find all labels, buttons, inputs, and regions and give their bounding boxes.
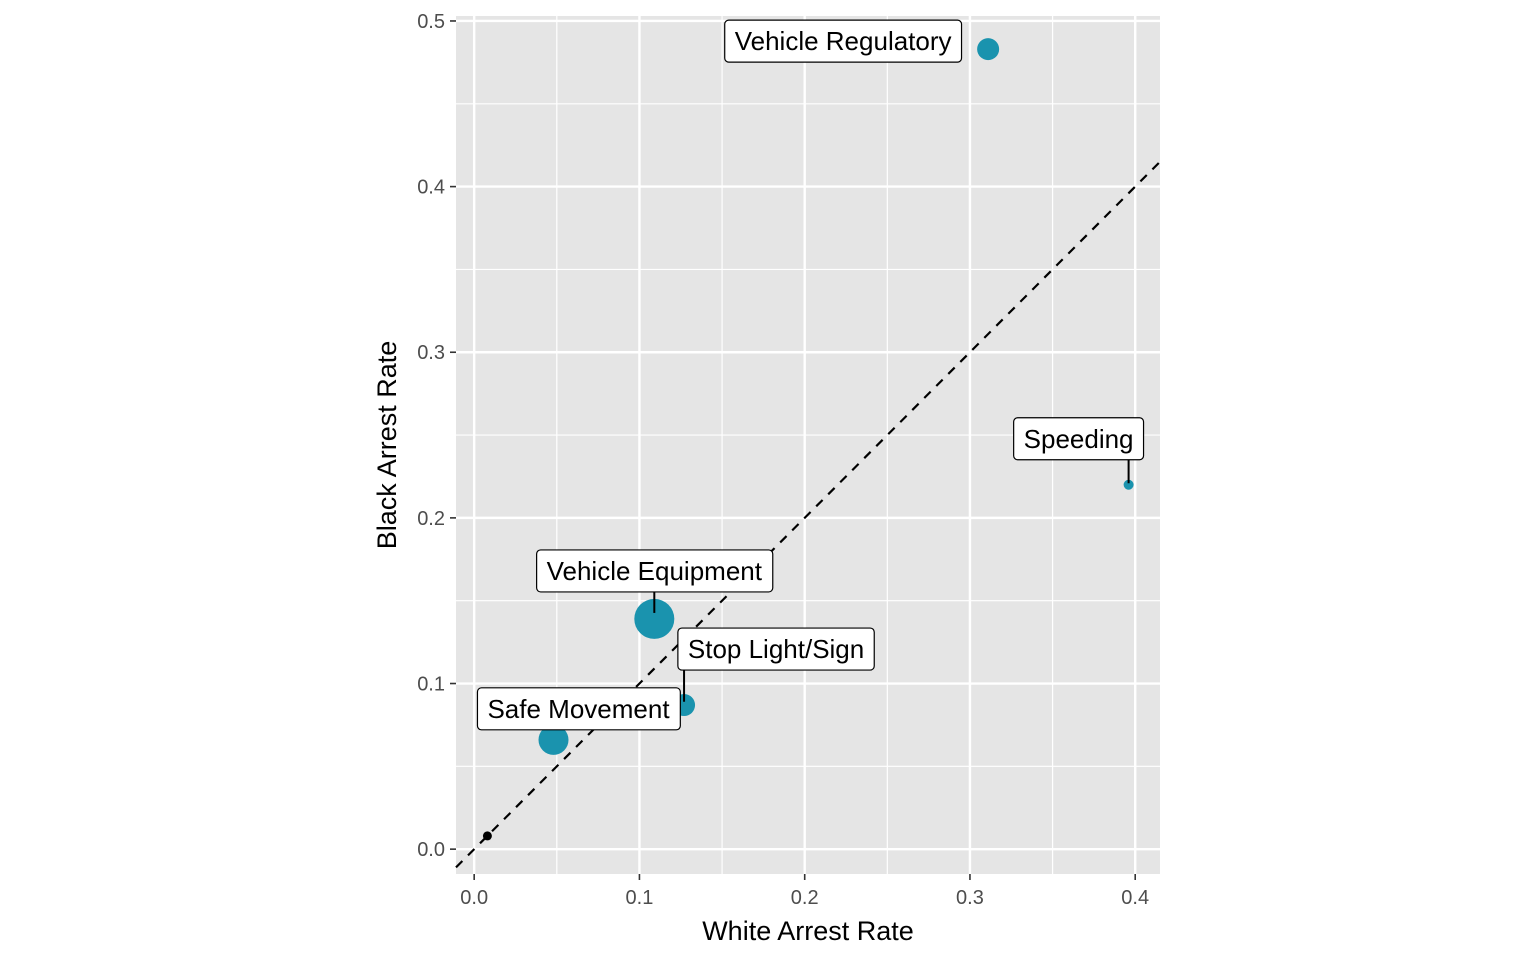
data-point (1123, 479, 1134, 490)
y-axis-title: Black Arrest Rate (372, 341, 402, 550)
point-label-box (724, 19, 963, 63)
point-label-text: Stop Light/Sign (688, 634, 864, 664)
data-point (538, 724, 569, 755)
data-point (977, 38, 1000, 61)
y-tick-label: 0.3 (417, 342, 445, 364)
y-tick-label: 0.1 (417, 674, 445, 696)
identity-reference-line (455, 160, 1161, 869)
data-point (634, 598, 675, 639)
point-label: Speeding (1013, 417, 1145, 461)
y-tick-label: 0.5 (417, 11, 445, 33)
y-tick-label: 0.0 (417, 839, 445, 861)
point-label-box (476, 687, 681, 731)
point-label-text: Speeding (1024, 424, 1134, 454)
y-tick-label: 0.4 (417, 177, 445, 199)
point-labels-layer: Vehicle Regulatory Speeding Vehicle Equipm… (476, 19, 1145, 731)
point-label: Vehicle Equipment (536, 549, 774, 593)
point-label: Safe Movement (476, 687, 681, 731)
point-label: Vehicle Regulatory (724, 19, 963, 63)
x-tick-label: 0.2 (791, 887, 819, 909)
point-label-text: Vehicle Equipment (547, 556, 763, 586)
x-tick-label: 0.0 (460, 887, 488, 909)
point-label-text: Safe Movement (487, 694, 670, 724)
point-label-box (677, 627, 875, 671)
x-tick-label: 0.1 (626, 887, 654, 909)
point-label-text: Vehicle Regulatory (735, 26, 952, 56)
y-tick-label: 0.2 (417, 508, 445, 530)
x-tick-label: 0.4 (1121, 887, 1149, 909)
reference-line-layer (455, 160, 1161, 869)
axes-layer: 0.0 0.1 0.2 0.3 0.4 0.0 0.1 0.2 0.3 0.4 0.5 (417, 11, 1149, 909)
point-label-box (1013, 417, 1145, 461)
x-tick-label: 0.3 (956, 887, 984, 909)
x-axis-title: White Arrest Rate (702, 916, 914, 946)
data-point (482, 831, 492, 841)
point-label: Stop Light/Sign (677, 627, 875, 671)
